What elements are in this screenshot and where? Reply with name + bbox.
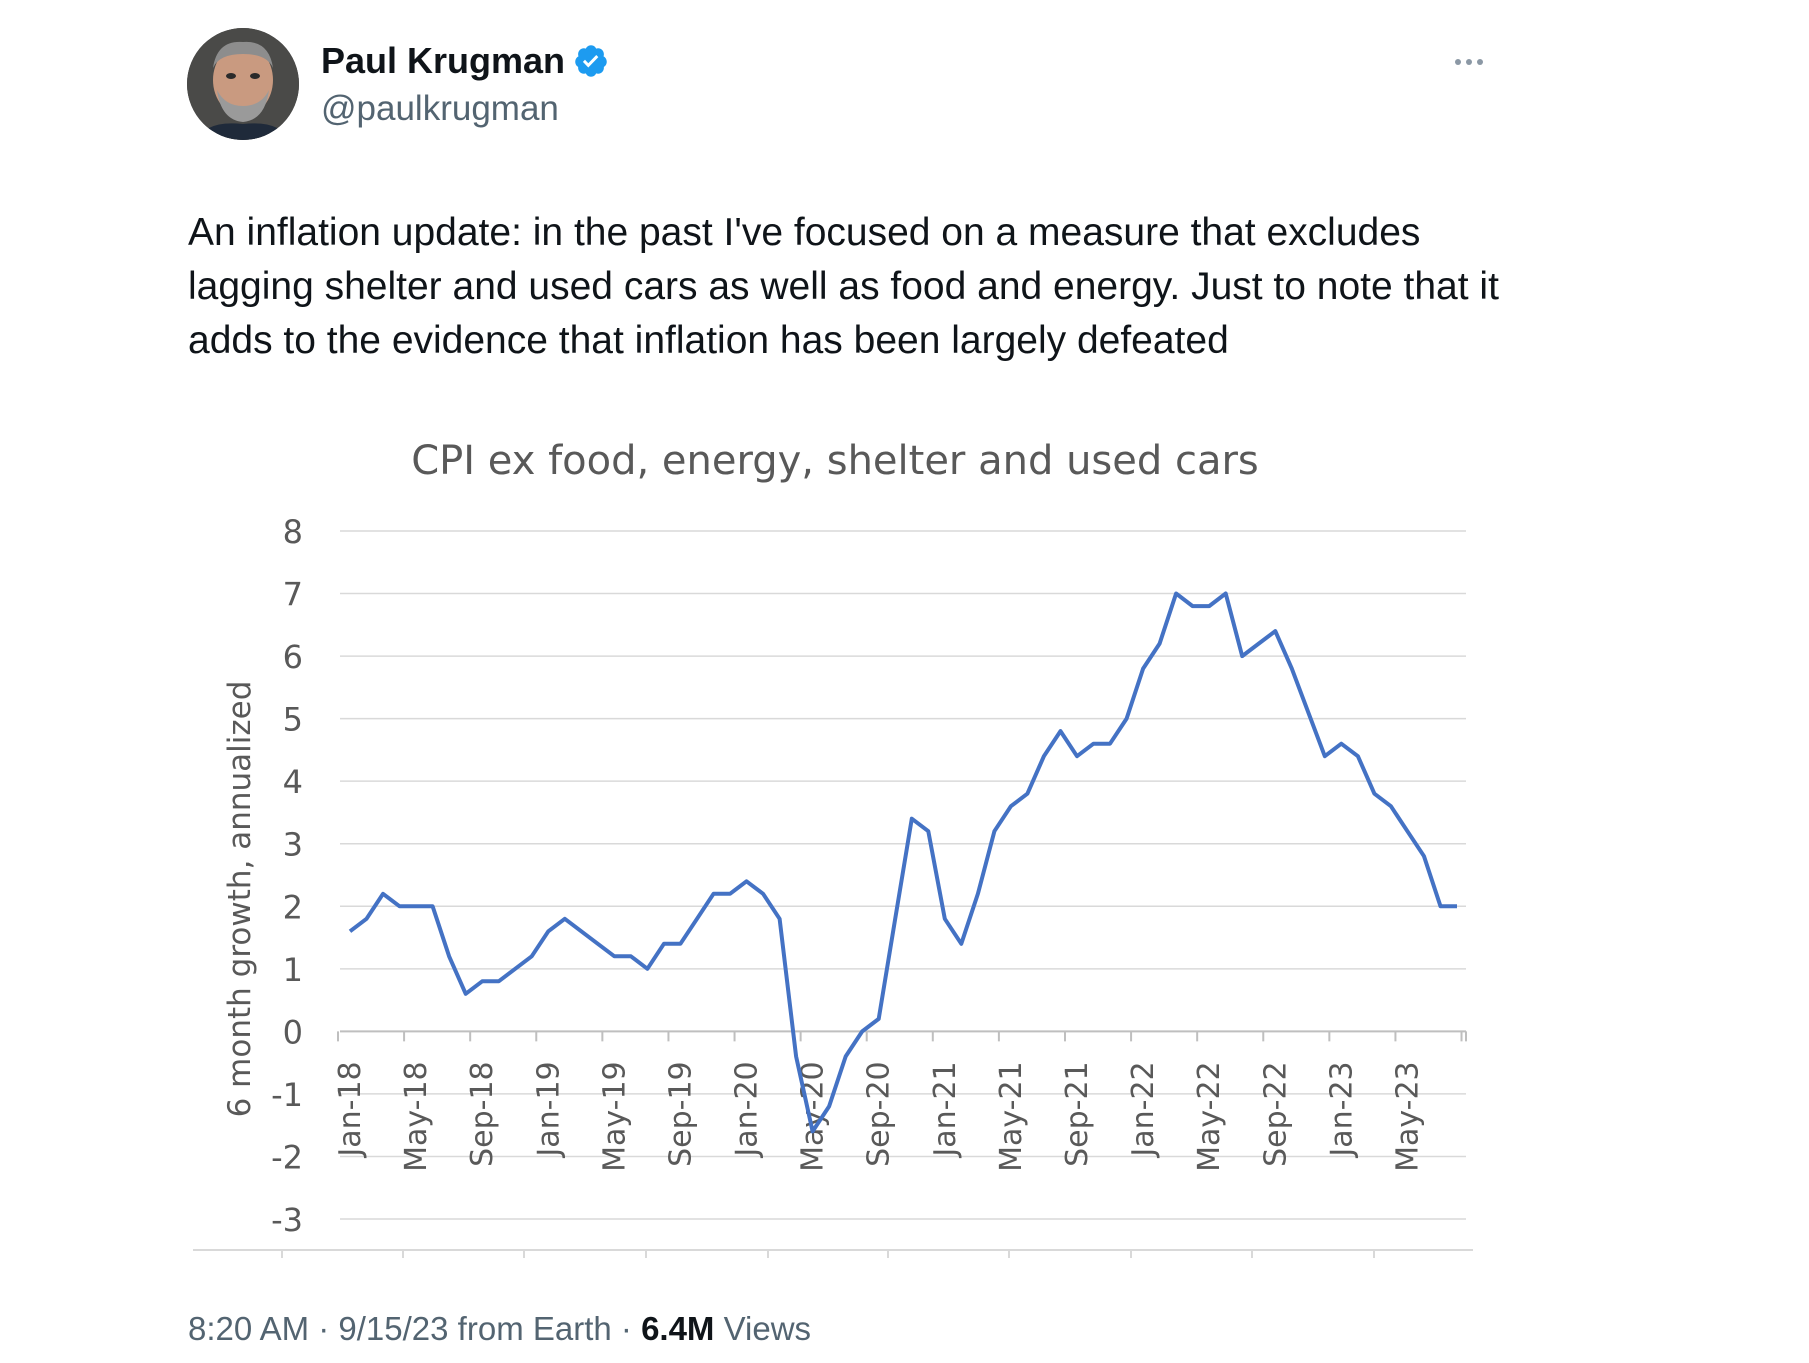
avatar-photo	[187, 28, 299, 140]
x-tick-label: May-23	[1390, 1061, 1425, 1172]
avatar[interactable]	[187, 28, 299, 140]
y-tick-label: 7	[283, 576, 303, 614]
author-name[interactable]: Paul Krugman	[321, 40, 566, 81]
author-handle[interactable]: @paulkrugman	[321, 89, 559, 128]
x-tick-label: Jan-23	[1324, 1061, 1359, 1158]
verified-badge-icon	[573, 43, 609, 79]
x-tick-label: Sep-20	[862, 1061, 897, 1167]
y-tick-label: -1	[271, 1076, 303, 1114]
x-tick-label: Sep-18	[465, 1061, 500, 1167]
chart-image[interactable]: CPI ex food, energy, shelter and used ca…	[188, 420, 1478, 1260]
views-count: 6.4M	[641, 1310, 715, 1347]
x-tick-label: May-19	[597, 1061, 632, 1172]
tweet-text: An inflation update: in the past I've fo…	[188, 211, 1499, 362]
y-tick-label: 0	[283, 1013, 303, 1051]
x-tick-label: Jan-22	[1126, 1061, 1161, 1158]
x-tick-label: May-18	[399, 1061, 434, 1172]
tweet-meta: 8:20 AM · 9/15/23 from Earth · 6.4M View…	[188, 1310, 811, 1348]
series-line	[348, 591, 1457, 1134]
y-tick-label: 4	[283, 763, 303, 801]
meta-separator: ·	[309, 1310, 339, 1347]
meta-separator: ·	[611, 1310, 642, 1347]
x-tick-label: Sep-22	[1258, 1061, 1293, 1167]
x-tick-label: Jan-19	[531, 1061, 566, 1158]
y-tick-label: -2	[271, 1138, 303, 1176]
x-tick-label: Sep-19	[663, 1061, 698, 1167]
y-tick-label: 6	[283, 638, 303, 676]
y-axis-label: 6 month growth, annualized	[222, 681, 258, 1118]
y-tick-label: 8	[283, 513, 303, 551]
more-options-icon[interactable]	[1449, 42, 1489, 82]
views-label: Views	[714, 1310, 812, 1347]
x-tick-label: Jan-20	[730, 1061, 765, 1158]
line-chart: CPI ex food, energy, shelter and used ca…	[193, 438, 1473, 1258]
x-tick-label: Jan-21	[928, 1061, 963, 1158]
y-tick-label: 2	[283, 888, 303, 926]
y-tick-label: 5	[283, 701, 303, 739]
y-tick-label: 3	[283, 826, 303, 864]
x-tick-label: May-21	[994, 1061, 1029, 1172]
y-tick-label: -3	[271, 1201, 303, 1239]
x-tick-label: Sep-21	[1060, 1061, 1095, 1167]
x-tick-label: May-22	[1192, 1061, 1227, 1172]
tweet-date[interactable]: 9/15/23 from Earth	[338, 1310, 612, 1347]
x-tick-label: Jan-18	[333, 1061, 368, 1158]
chart-title: CPI ex food, energy, shelter and used ca…	[411, 438, 1259, 484]
tweet-time[interactable]: 8:20 AM	[188, 1310, 310, 1347]
y-tick-label: 1	[283, 951, 303, 989]
